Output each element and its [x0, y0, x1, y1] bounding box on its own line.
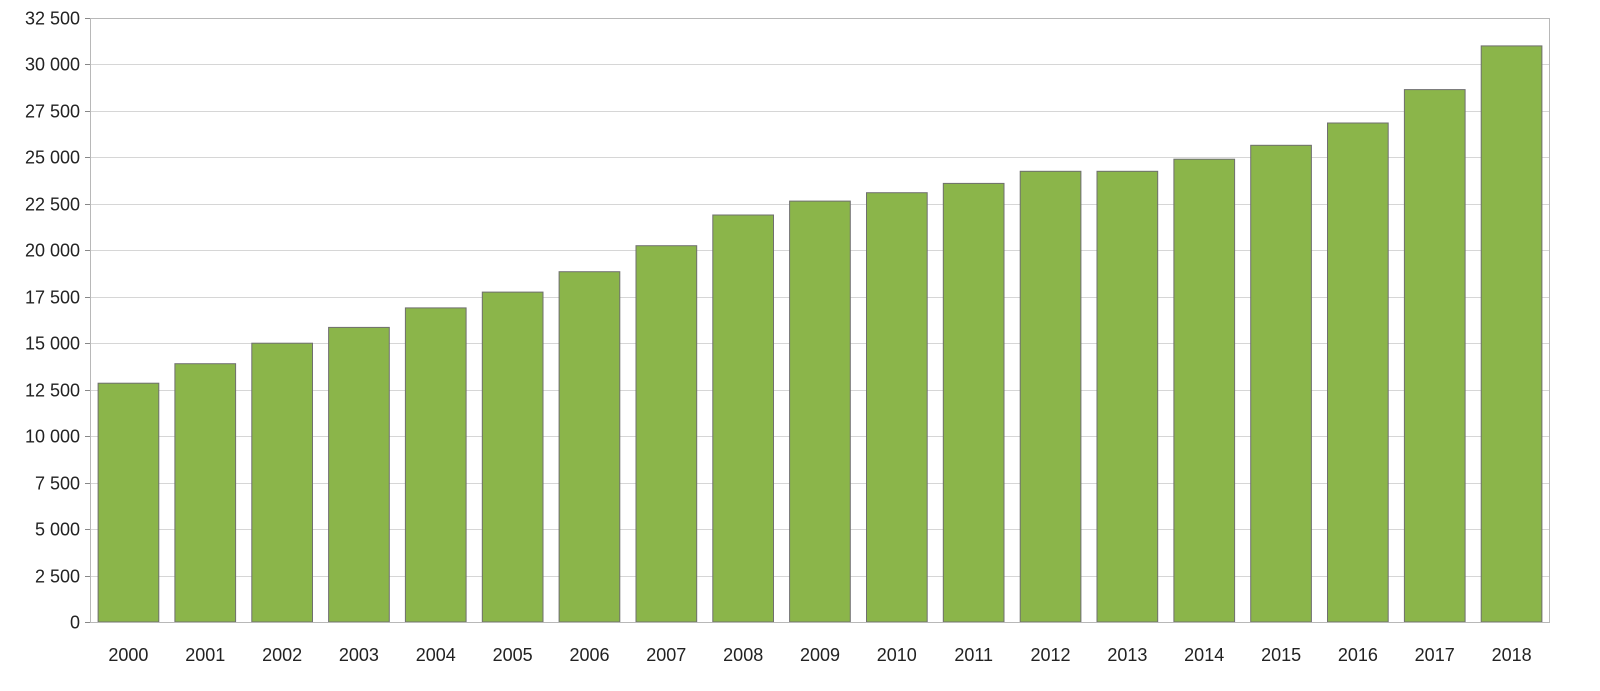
bar-2000	[97, 382, 160, 623]
y-tick-label: 2 500	[35, 567, 80, 587]
x-tick-label: 2003	[339, 645, 379, 665]
x-tick-label: 2013	[1107, 645, 1147, 665]
bar-2001	[174, 363, 237, 623]
x-tick-label: 2009	[800, 645, 840, 665]
bar-2018	[1480, 45, 1543, 623]
bars	[97, 45, 1543, 623]
bar-2003	[328, 326, 390, 623]
bar-2013	[1096, 170, 1159, 623]
x-tick-label: 2000	[108, 645, 148, 665]
bar-2007	[635, 245, 698, 623]
bar-2011	[942, 182, 1005, 623]
y-tick-label: 12 500	[25, 381, 80, 401]
bar-2010	[866, 192, 928, 623]
x-tick-label: 2002	[262, 645, 302, 665]
y-tick-label: 30 000	[25, 55, 80, 75]
x-tick-label: 2015	[1261, 645, 1301, 665]
bar-2017	[1403, 89, 1466, 623]
y-tick-label: 27 500	[25, 102, 80, 122]
x-tick-label: 2011	[954, 645, 993, 665]
x-tick-label: 2016	[1338, 645, 1378, 665]
bar-2005	[481, 291, 544, 623]
y-axis-tick-labels: 0 2 500 5 000 7 500 10 000 12 500 15 000 17 500…	[25, 9, 80, 633]
x-tick-label: 2017	[1415, 645, 1455, 665]
bar-2008	[712, 214, 774, 623]
y-tick-label: 5 000	[35, 520, 80, 540]
y-tick-label: 10 000	[25, 427, 80, 447]
y-tick-label: 25 000	[25, 148, 80, 168]
bar-2009	[789, 200, 851, 623]
y-tick-label: 17 500	[25, 288, 80, 308]
bar-2004	[404, 307, 467, 623]
y-tick-label: 7 500	[35, 474, 80, 494]
x-tick-label: 2018	[1492, 645, 1532, 665]
bar-2015	[1250, 144, 1312, 623]
x-tick-label: 2001	[185, 645, 225, 665]
x-tick-label: 2012	[1030, 645, 1070, 665]
x-tick-label: 2014	[1184, 645, 1224, 665]
x-tick-label: 2006	[569, 645, 609, 665]
bar-2016	[1327, 122, 1389, 623]
y-tick-label: 15 000	[25, 334, 80, 354]
x-tick-label: 2005	[493, 645, 533, 665]
x-tick-label: 2008	[723, 645, 763, 665]
y-tick-label: 20 000	[25, 241, 80, 261]
x-axis-tick-labels: 2000 2001 2002 2003 2004 2005 2006 2007 2008 2009…	[108, 645, 1531, 665]
y-tick-label: 0	[70, 613, 80, 633]
y-tick-label: 22 500	[25, 195, 80, 215]
bar-2006	[558, 271, 621, 623]
plot-frame	[90, 18, 1550, 623]
bar-2014	[1173, 158, 1236, 623]
bar-2012	[1019, 170, 1082, 623]
x-tick-label: 2004	[416, 645, 456, 665]
x-tick-label: 2010	[877, 645, 917, 665]
y-tick-label: 32 500	[25, 9, 80, 29]
bar-2002	[251, 342, 314, 623]
x-tick-label: 2007	[646, 645, 686, 665]
